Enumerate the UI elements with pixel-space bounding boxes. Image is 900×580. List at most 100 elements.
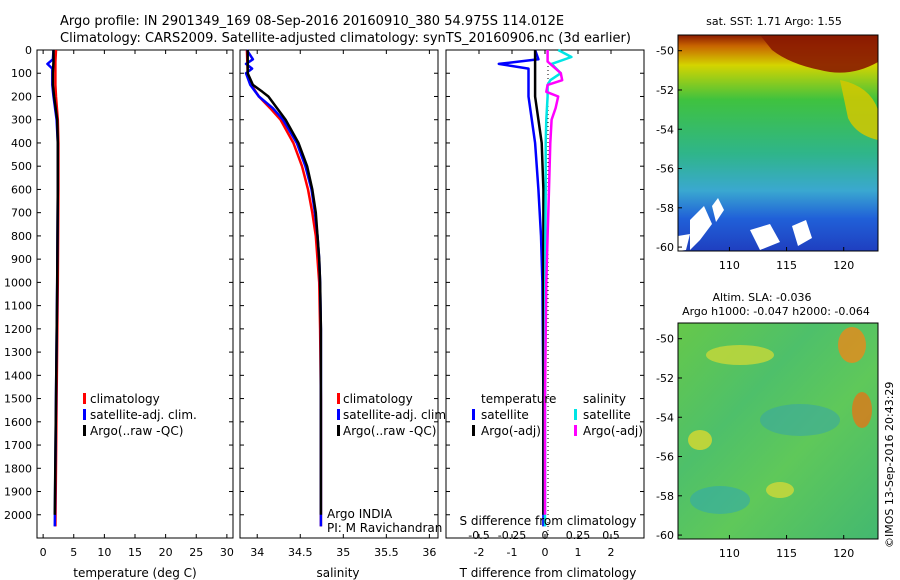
legend-label-s-argo: Argo(-adj) bbox=[583, 424, 643, 438]
legend-label-t-satellite: satellite bbox=[481, 408, 529, 422]
legend-label-argo: Argo(..raw -QC) bbox=[343, 424, 436, 438]
sla-map-title: Altim. SLA: -0.036 bbox=[712, 291, 811, 304]
salinity-difference-ticklabels: -0.5 -0.25 0 0.25 0.5 bbox=[468, 529, 619, 542]
depth-tick-label: 100 bbox=[11, 67, 32, 80]
depth-tick-label: 1000 bbox=[4, 276, 32, 289]
lat-tick-label: -58 bbox=[656, 202, 674, 215]
depth-tick-label: 500 bbox=[11, 160, 32, 173]
x-tick-label: 10 bbox=[97, 546, 111, 559]
float-program-label: Argo INDIA bbox=[327, 507, 393, 521]
sla-high-anomaly bbox=[688, 430, 712, 450]
lat-tick-label: -52 bbox=[656, 84, 674, 97]
salinity-depth-ticks bbox=[240, 49, 438, 516]
depth-tick-label: 900 bbox=[11, 253, 32, 266]
sst-map-panel: sat. SST: 1.71 Argo: 1.55 -50-52-54-56-5… bbox=[656, 15, 879, 272]
depth-tick-label: 1200 bbox=[4, 323, 32, 336]
legend-swatch-satellite bbox=[83, 409, 86, 420]
lon-tick-label: 115 bbox=[776, 547, 797, 560]
lat-tick-label: -60 bbox=[656, 241, 674, 254]
temperature-panel: 0100200300400500600700800900100011001200… bbox=[4, 44, 234, 580]
depth-tick-label: 1600 bbox=[4, 416, 32, 429]
salinity-xlabel: salinity bbox=[316, 566, 359, 580]
s-difference-xlabel: S difference from climatology bbox=[460, 514, 637, 528]
temperature-legend: climatology satellite-adj. clim. Argo(..… bbox=[83, 392, 197, 438]
series-line bbox=[51, 50, 60, 515]
lon-tick-label: 120 bbox=[833, 259, 854, 272]
depth-tick-label: 1400 bbox=[4, 369, 32, 382]
legend-label-climatology: climatology bbox=[90, 392, 160, 406]
sst-map-frame bbox=[677, 34, 879, 252]
lat-tick-label: -52 bbox=[656, 372, 674, 385]
x-tick-label: 34.5 bbox=[288, 546, 313, 559]
legend-label-s-satellite: satellite bbox=[583, 408, 631, 422]
difference-depth-ticks bbox=[446, 49, 644, 516]
sla-low-anomaly bbox=[690, 486, 750, 514]
legend-swatch-s-argo bbox=[574, 425, 577, 436]
series-line bbox=[533, 50, 545, 515]
s-tick-label: 0.5 bbox=[602, 529, 620, 542]
depth-tick-label: 0 bbox=[25, 44, 32, 57]
salinity-panel: 34 34.5 35 35.5 36 salinity climatology sate… bbox=[239, 49, 450, 580]
lat-tick-label: -50 bbox=[656, 333, 674, 346]
series-line bbox=[543, 50, 564, 515]
sla-map-panel: Altim. SLA: -0.036 Argo h1000: -0.047 h2… bbox=[656, 291, 879, 560]
sst-missing-data bbox=[690, 206, 712, 250]
s-tick-label: 0 bbox=[542, 529, 549, 542]
legend-swatch-s-satellite bbox=[574, 409, 577, 420]
sst-missing-data bbox=[750, 224, 780, 250]
depth-tick-label: 1100 bbox=[4, 300, 32, 313]
difference-legend: temperature salinity satellite Argo(-adj… bbox=[472, 392, 643, 438]
imos-timestamp: ©IMOS 13-Sep-2016 20:43:29 bbox=[883, 382, 896, 548]
legend-swatch-argo bbox=[337, 425, 340, 436]
x-tick-label: -2 bbox=[474, 546, 485, 559]
sst-yellow-patch bbox=[840, 80, 878, 140]
t-difference-xlabel: T difference from climatology bbox=[459, 566, 637, 580]
depth-tick-label: 1900 bbox=[4, 486, 32, 499]
lat-tick-label: -54 bbox=[656, 123, 674, 136]
x-tick-label: 15 bbox=[128, 546, 142, 559]
legend-label-satellite: satellite-adj. clim. bbox=[90, 408, 197, 422]
sla-low-anomaly bbox=[760, 404, 840, 436]
x-tick-label: 36 bbox=[422, 546, 436, 559]
float-pi-label: PI: M Ravichandran bbox=[327, 521, 442, 535]
depth-tick-label: 800 bbox=[11, 230, 32, 243]
lon-tick-label: 110 bbox=[719, 259, 740, 272]
difference-series bbox=[497, 48, 573, 527]
lon-tick-label: 120 bbox=[833, 547, 854, 560]
sla-high-anomaly bbox=[766, 482, 794, 498]
temperature-axes-frame bbox=[36, 49, 234, 539]
header-title-line2: Climatology: CARS2009. Satellite-adjuste… bbox=[60, 31, 631, 46]
depth-tick-label: 1800 bbox=[4, 462, 32, 475]
legend-swatch-t-argo bbox=[472, 425, 475, 436]
difference-x-axis: -2 -1 0 1 2 bbox=[474, 50, 615, 559]
series-line bbox=[246, 50, 323, 515]
lat-tick-label: -60 bbox=[656, 529, 674, 542]
legend-title-salinity: salinity bbox=[583, 392, 626, 406]
temperature-xlabel: temperature (deg C) bbox=[73, 566, 196, 580]
x-tick-label: -1 bbox=[507, 546, 518, 559]
lat-tick-label: -56 bbox=[656, 163, 674, 176]
depth-tick-label: 1700 bbox=[4, 439, 32, 452]
sla-map-frame bbox=[677, 322, 879, 540]
temperature-series bbox=[46, 49, 60, 527]
x-tick-label: 2 bbox=[608, 546, 615, 559]
x-tick-label: 25 bbox=[189, 546, 203, 559]
depth-tick-label: 700 bbox=[11, 207, 32, 220]
legend-label-climatology: climatology bbox=[343, 392, 413, 406]
legend-title-temperature: temperature bbox=[481, 392, 556, 406]
legend-label-satellite: satellite-adj. clim. bbox=[343, 408, 450, 422]
salinity-legend: climatology satellite-adj. clim. Argo(..… bbox=[337, 392, 450, 438]
sst-warm-patch bbox=[760, 35, 878, 73]
x-tick-label: 35.5 bbox=[374, 546, 399, 559]
legend-swatch-climatology bbox=[83, 393, 86, 404]
legend-swatch-argo bbox=[83, 425, 86, 436]
x-tick-label: 5 bbox=[70, 546, 77, 559]
salinity-series bbox=[244, 49, 323, 527]
sst-missing-data bbox=[792, 220, 812, 246]
s-tick-label: -0.5 bbox=[468, 529, 489, 542]
depth-tick-label: 400 bbox=[11, 137, 32, 150]
salinity-axes-frame bbox=[239, 49, 439, 539]
legend-label-argo: Argo(..raw -QC) bbox=[90, 424, 183, 438]
sla-high-anomaly bbox=[838, 327, 866, 363]
